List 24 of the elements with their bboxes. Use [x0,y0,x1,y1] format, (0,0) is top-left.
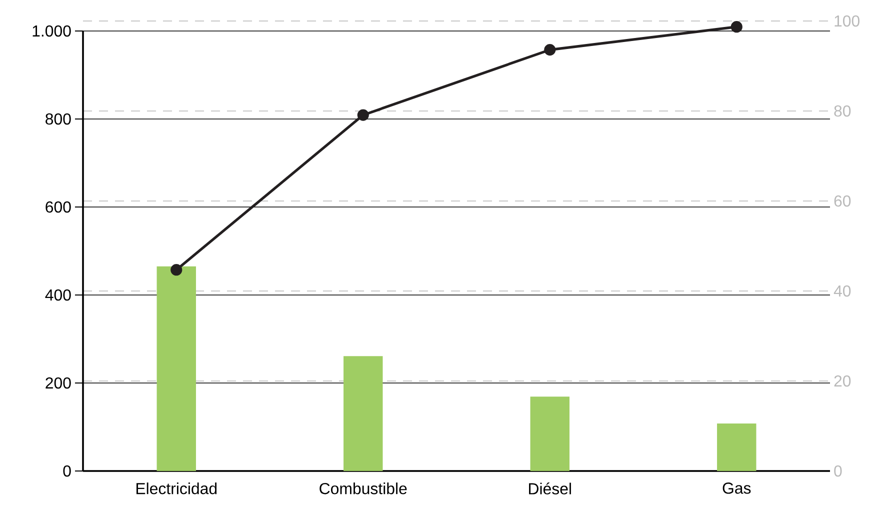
point [730,21,742,33]
x-tick-label: Gas [722,482,751,494]
bar [530,396,570,471]
x-tick-label: Diésel [529,482,571,494]
y-tick-label: 600 [46,201,71,213]
point [544,44,556,56]
bar [717,423,756,471]
y-tick-label: 800 [46,113,71,125]
y2-tick-label: 80 [834,105,851,117]
y2-tick-label: 20 [834,375,851,387]
x-tick-label: Electricidad [136,482,217,494]
y2-tick-label: 0 [834,465,842,477]
bar [156,266,196,471]
y-tick-label: 200 [46,377,71,389]
y-tick-label: 0 [63,465,71,477]
y-tick-label: 1.000 [32,25,71,37]
point [170,264,182,276]
y2-tick-label: 60 [834,195,851,207]
y-tick-label: 400 [45,289,71,301]
x-tick-label: Combustible [320,482,407,494]
bar [344,356,383,471]
point [357,109,369,121]
y2-tick-label: 40 [834,285,851,297]
y2-tick-label: 100 [834,15,860,27]
